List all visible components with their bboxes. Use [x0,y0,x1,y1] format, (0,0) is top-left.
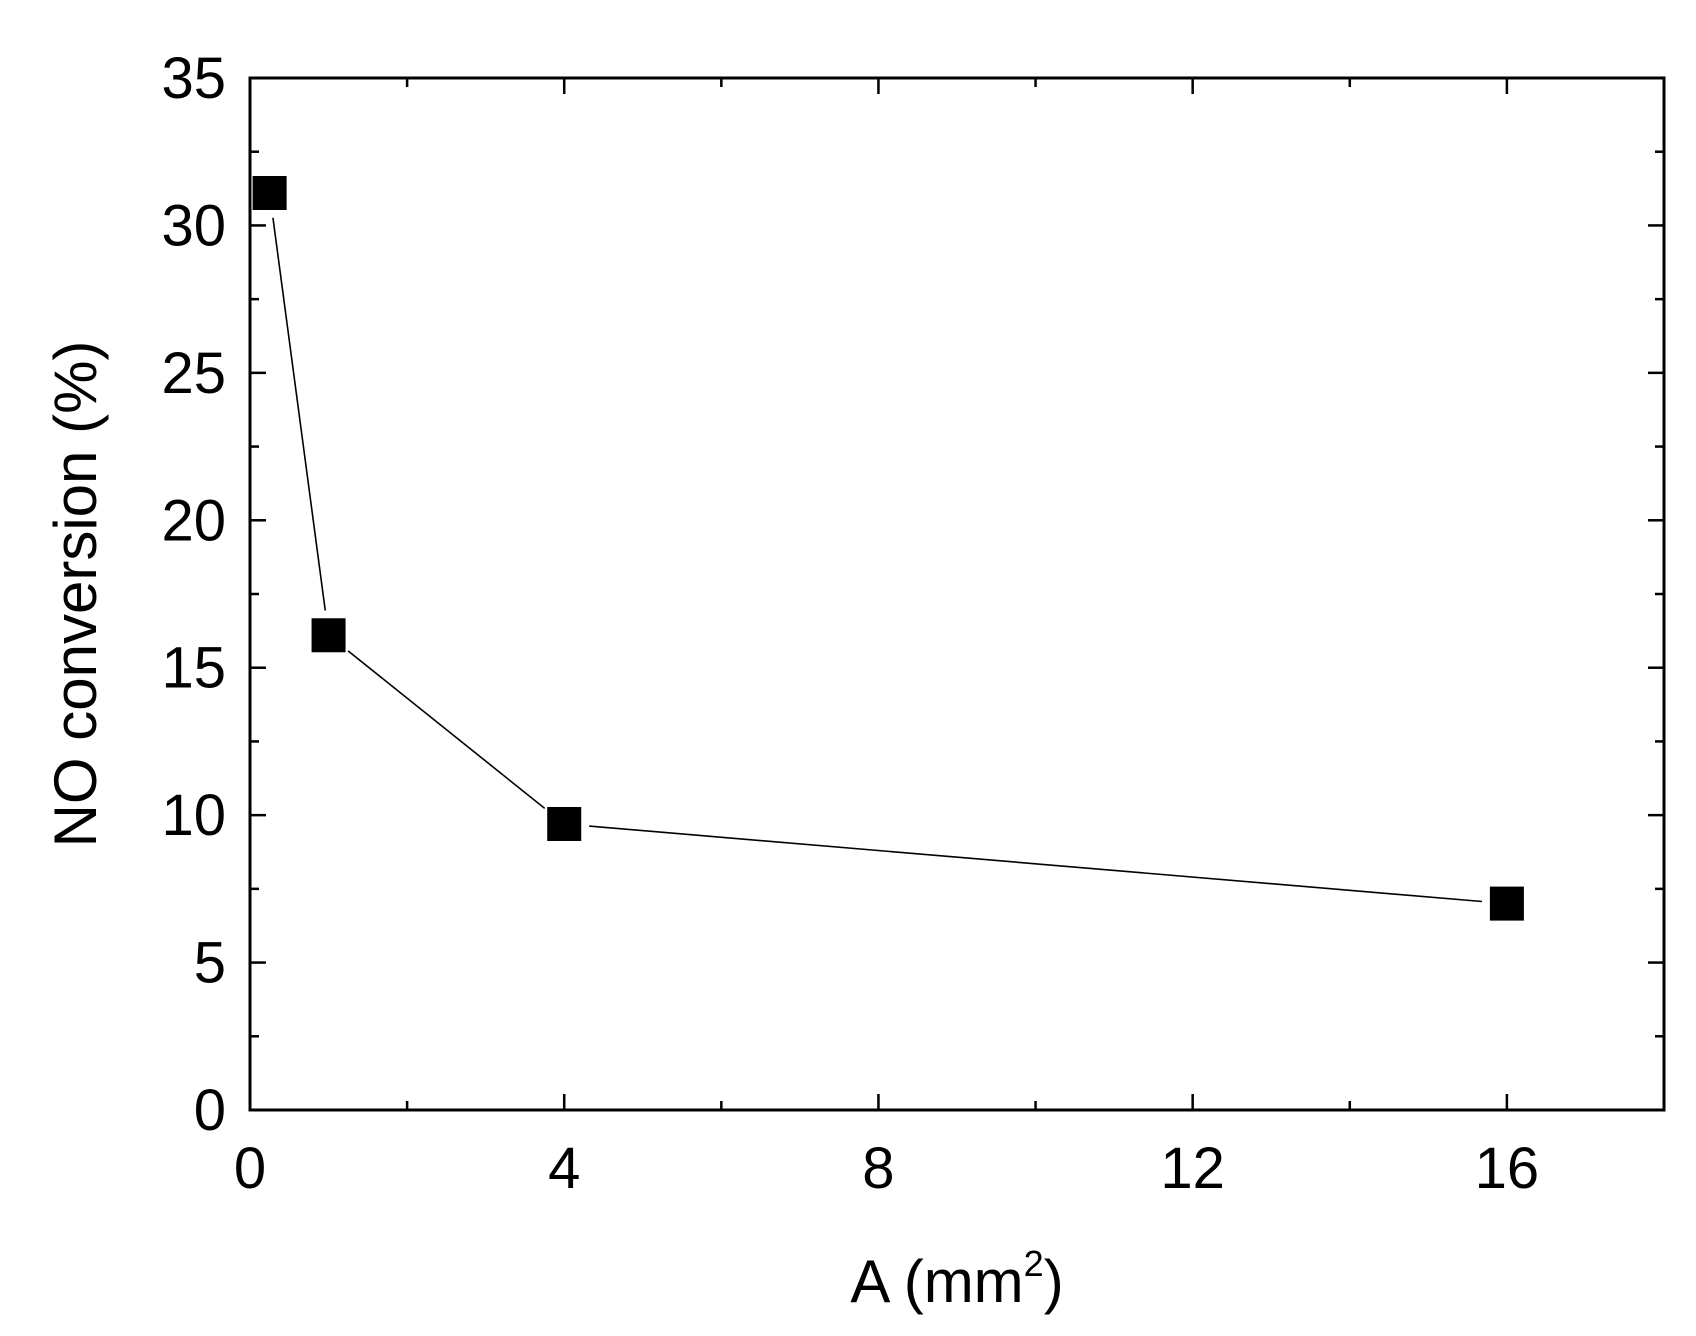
plot-area [248,76,1666,1112]
y-tick-label: 15 [161,636,226,701]
x-tick-labels: 0 4 8 12 16 [234,1136,1539,1201]
major-ticks [248,76,1664,1112]
series-line-segment [347,650,546,809]
y-tick-label: 30 [161,193,226,258]
series-markers [252,175,1524,921]
y-axis-title: NO conversion (%) [42,341,109,848]
series-lines [272,217,1483,903]
x-tick-label: 0 [234,1136,266,1201]
y-tick-label: 35 [161,46,226,111]
plot-frame [248,76,1666,1112]
y-tick-label: 10 [161,783,226,848]
y-tick-labels: 0 5 10 15 20 25 30 35 [161,46,226,1143]
y-tick-label: 0 [194,1078,226,1143]
x-tick-label: 16 [1475,1136,1540,1201]
data-point-marker [547,806,582,841]
x-tick-label: 4 [548,1136,580,1201]
x-tick-label: 8 [862,1136,894,1201]
minor-ticks [250,78,1664,1110]
data-point-marker [252,175,287,210]
x-axis-title-superscript: 2 [1024,1243,1044,1284]
data-point-marker [311,618,346,653]
x-axis-title: A (mm2) [850,1243,1063,1315]
x-axis-title-main: A (mm [850,1248,1023,1315]
data-point-marker [1489,886,1524,921]
series-line-segment [272,217,327,611]
x-tick-label: 12 [1160,1136,1225,1201]
series-line-segment [589,825,1483,903]
x-axis-title-end: ) [1044,1248,1064,1315]
y-tick-label: 5 [194,931,226,996]
y-tick-label: 25 [161,341,226,406]
y-tick-label: 20 [161,488,226,553]
